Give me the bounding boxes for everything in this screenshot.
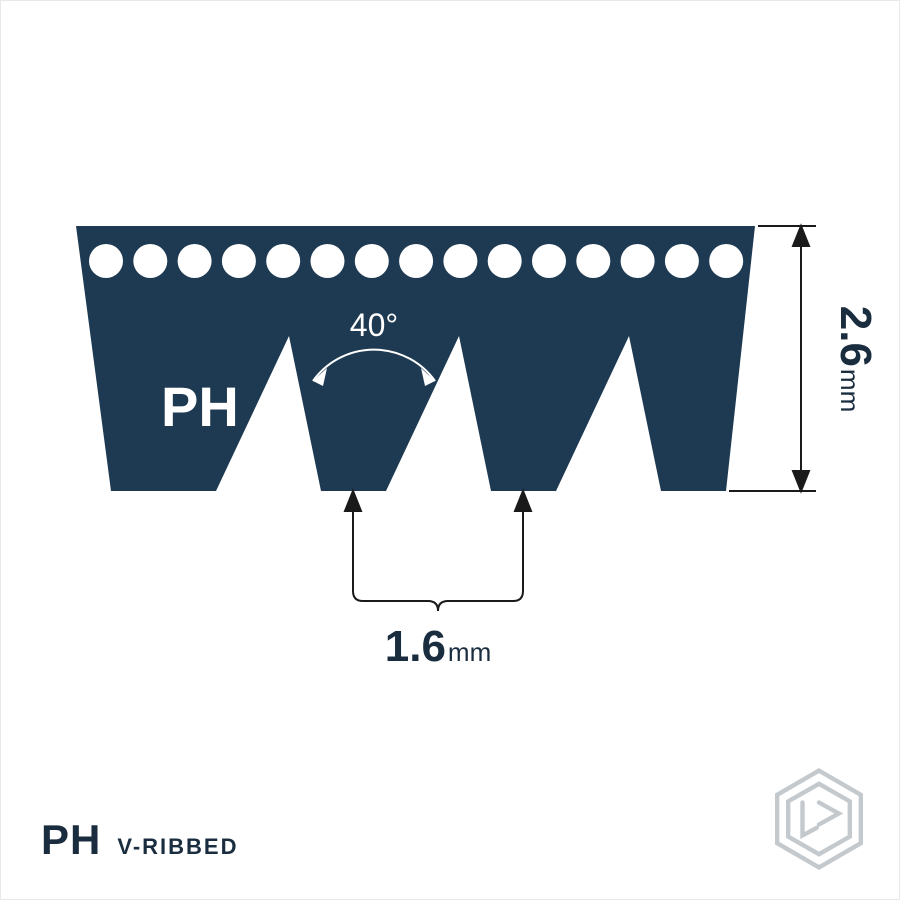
pitch-value: 1.6	[385, 622, 446, 671]
brand-logo	[764, 764, 874, 874]
cord-circle	[89, 244, 123, 278]
footer-description: V-RIBBED	[117, 834, 238, 860]
tensile-cords	[89, 244, 743, 278]
cord-circle	[266, 244, 300, 278]
cord-circle	[621, 244, 655, 278]
pitch-dimension-text: 1.6mm	[385, 622, 492, 671]
cord-circle	[709, 244, 743, 278]
cord-circle	[488, 244, 522, 278]
footer-label: PH V-RIBBED	[41, 816, 238, 864]
cord-circle	[399, 244, 433, 278]
svg-text:2.6mm: 2.6mm	[831, 306, 880, 413]
pitch-unit: mm	[448, 637, 491, 667]
cord-circle	[178, 244, 212, 278]
cord-circle	[222, 244, 256, 278]
pitch-dimension	[345, 491, 531, 611]
cord-circle	[532, 244, 566, 278]
cord-circle	[576, 244, 610, 278]
angle-label: 40°	[350, 307, 398, 343]
height-unit: mm	[835, 369, 865, 412]
footer-code: PH	[41, 816, 101, 864]
height-dimension-text: 2.6mm	[831, 306, 880, 413]
cord-circle	[355, 244, 389, 278]
profile-code-label: PH	[161, 375, 239, 438]
cord-circle	[443, 244, 477, 278]
cord-circle	[133, 244, 167, 278]
cord-circle	[311, 244, 345, 278]
cord-circle	[665, 244, 699, 278]
height-value: 2.6	[831, 306, 880, 367]
